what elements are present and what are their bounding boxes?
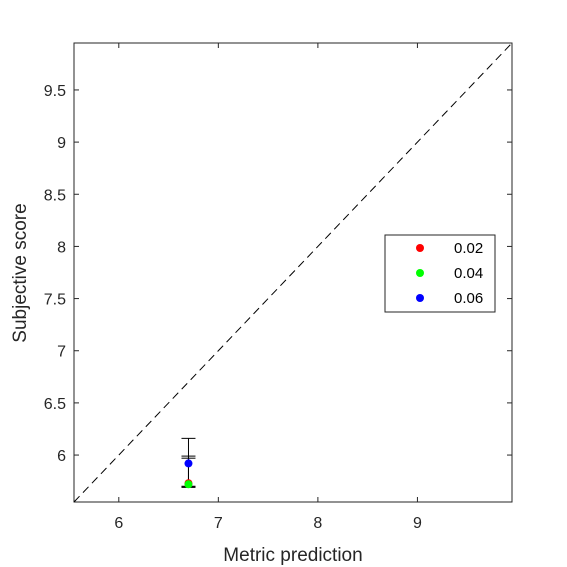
x-tick-label: 8	[313, 515, 322, 532]
legend-entry: 0.06	[454, 290, 483, 307]
y-tick-label: 6	[57, 448, 66, 465]
x-axis-label: Metric prediction	[223, 545, 362, 566]
legend-marker	[416, 269, 424, 277]
legend-box	[384, 234, 496, 313]
identity-line	[73, 42, 513, 503]
y-tick-label: 6.5	[44, 396, 66, 413]
legend-entry: 0.02	[454, 240, 483, 257]
y-tick-label: 8	[57, 239, 66, 256]
x-tick-label: 9	[413, 515, 422, 532]
x-tick-label: 6	[114, 515, 123, 532]
x-tick-label: 7	[214, 515, 223, 532]
data-point-0-06	[184, 459, 193, 468]
y-tick-label: 7.5	[44, 292, 66, 309]
legend-entry: 0.04	[454, 265, 483, 282]
y-tick-label: 9	[57, 135, 66, 152]
data-point-0-04	[184, 480, 193, 489]
y-tick-label: 7	[57, 344, 66, 361]
y-tick-label: 9.5	[44, 83, 66, 100]
legend-marker	[416, 294, 424, 302]
y-tick-label: 8.5	[44, 187, 66, 204]
legend-marker	[416, 244, 424, 252]
y-axis-label: Subjective score	[10, 203, 31, 342]
